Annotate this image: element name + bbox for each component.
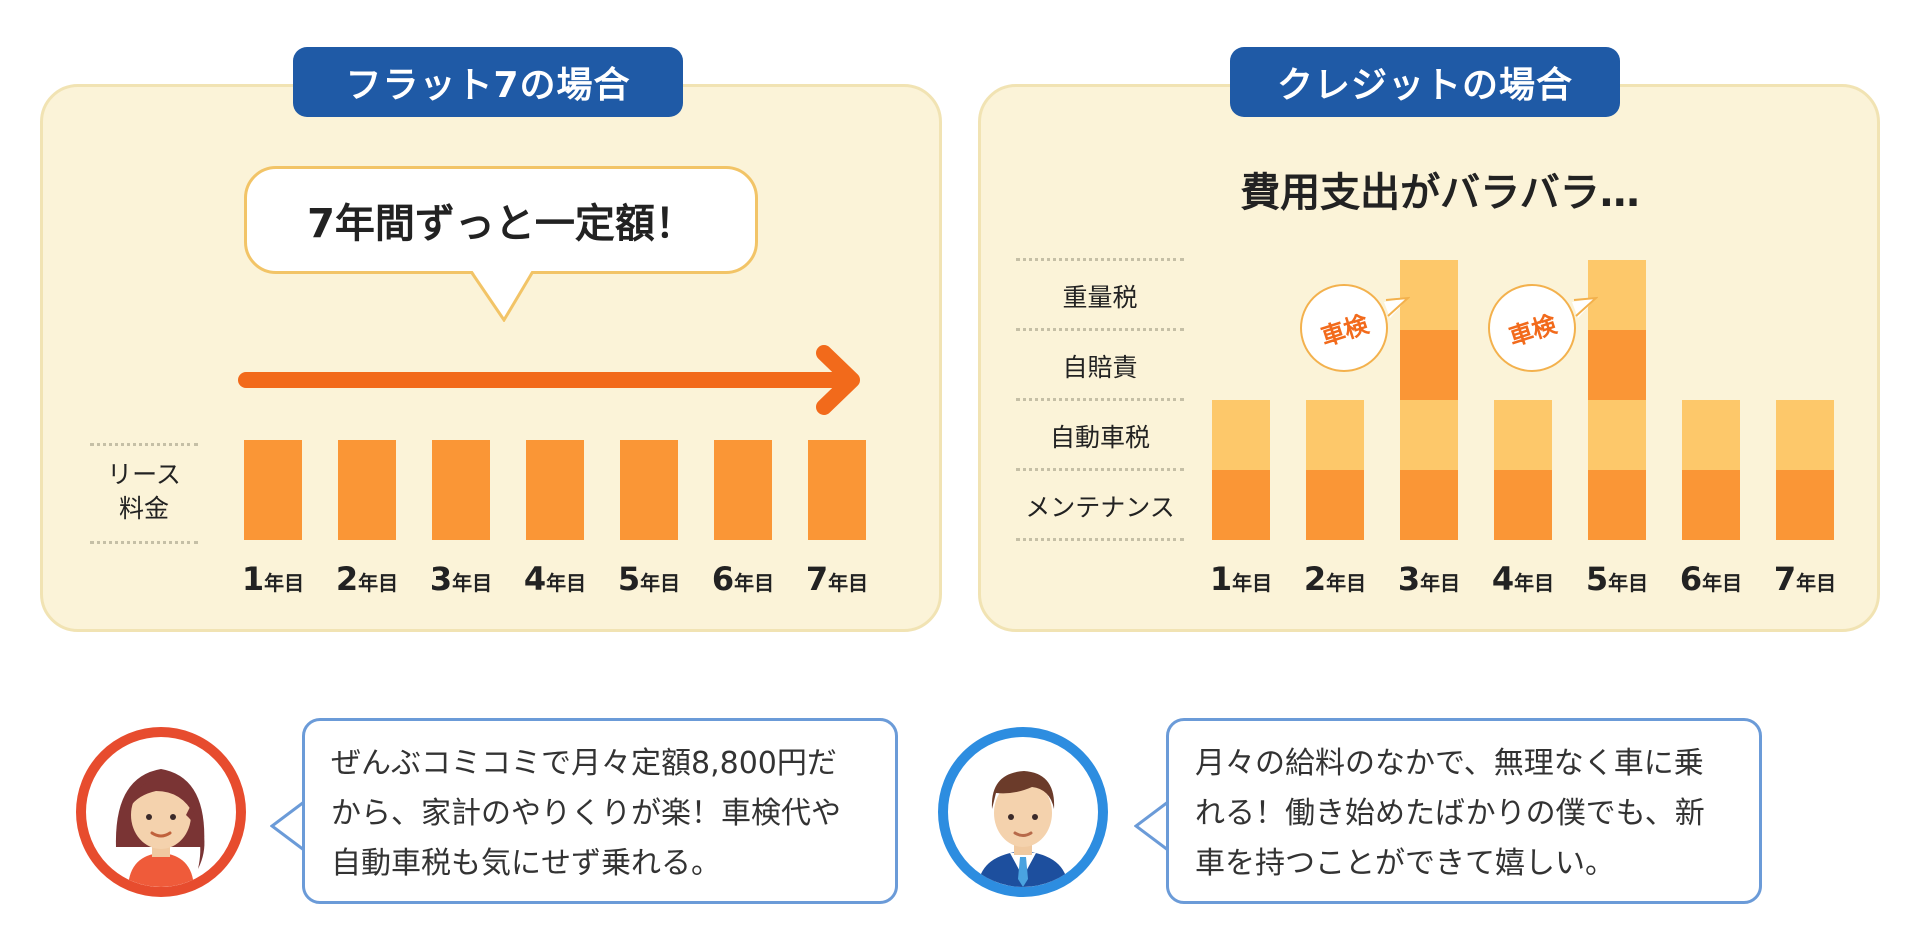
divider-line xyxy=(1016,398,1184,401)
divider-line xyxy=(90,541,198,544)
man-avatar xyxy=(938,727,1108,897)
year-number: 6 xyxy=(711,560,735,598)
woman-speech-tail xyxy=(270,800,306,852)
cost-bar-segment xyxy=(1494,400,1552,470)
man-speech-tail xyxy=(1134,800,1170,852)
year-unit: 年目 xyxy=(1608,571,1649,595)
cost-bar-segment xyxy=(1776,400,1834,470)
year-number: 3 xyxy=(429,560,453,598)
cost-bar-segment xyxy=(1776,470,1834,540)
lease-bar xyxy=(338,440,396,540)
cost-category-label: 自動車税 xyxy=(1049,423,1150,452)
divider-line xyxy=(1016,258,1184,261)
credit-title: クレジットの場合 xyxy=(1230,47,1620,117)
man-comment: 月々の給料のなかで、無理なく車に乗 れる！働き始めたばかりの僕でも、新 車を持つ… xyxy=(1166,718,1762,904)
man-face-icon xyxy=(978,771,1068,887)
year-number: 3 xyxy=(1397,560,1421,598)
year-tick-label: 3年目 xyxy=(1384,560,1474,598)
lease-bar xyxy=(526,440,584,540)
cost-category-label: 自賠責 xyxy=(1062,353,1138,382)
year-tick-label: 6年目 xyxy=(698,560,788,598)
badge-tail xyxy=(1384,296,1410,318)
divider-line xyxy=(1016,538,1184,541)
cost-bar-segment xyxy=(1588,330,1646,400)
cost-bar-segment xyxy=(1400,470,1458,540)
lease-bar xyxy=(808,440,866,540)
year-unit: 年目 xyxy=(358,571,399,595)
cost-bar-segment xyxy=(1212,470,1270,540)
year-tick-label: 6年目 xyxy=(1666,560,1756,598)
cost-bar-segment xyxy=(1212,400,1270,470)
year-tick-label: 2年目 xyxy=(1290,560,1380,598)
year-tick-label: 1年目 xyxy=(1196,560,1286,598)
divider-line xyxy=(90,443,198,446)
year-number: 2 xyxy=(335,560,359,598)
year-tick-label: 3年目 xyxy=(416,560,506,598)
year-number: 4 xyxy=(1491,560,1515,598)
year-number: 1 xyxy=(1209,560,1233,598)
cost-bar-segment xyxy=(1588,470,1646,540)
credit-heading: 費用支出がバラバラ… xyxy=(1240,170,1640,216)
year-unit: 年目 xyxy=(1702,571,1743,595)
woman-avatar xyxy=(76,727,246,897)
year-number: 6 xyxy=(1679,560,1703,598)
divider-line xyxy=(1016,328,1184,331)
year-unit: 年目 xyxy=(1514,571,1555,595)
year-unit: 年目 xyxy=(640,571,681,595)
year-unit: 年目 xyxy=(828,571,869,595)
year-tick-label: 2年目 xyxy=(322,560,412,598)
flat7-title: フラット7の場合 xyxy=(293,47,683,117)
year-number: 7 xyxy=(805,560,829,598)
year-number: 4 xyxy=(523,560,547,598)
year-tick-label: 5年目 xyxy=(604,560,694,598)
inspection-badge: 車検 xyxy=(1488,284,1576,372)
year-unit: 年目 xyxy=(1796,571,1837,595)
year-unit: 年目 xyxy=(546,571,587,595)
year-tick-label: 4年目 xyxy=(1478,560,1568,598)
cost-bar-segment xyxy=(1588,260,1646,330)
cost-bar-segment xyxy=(1400,260,1458,330)
year-number: 1 xyxy=(241,560,265,598)
year-unit: 年目 xyxy=(734,571,775,595)
cost-category-label: 重量税 xyxy=(1062,283,1138,312)
year-unit: 年目 xyxy=(452,571,493,595)
cost-bar-segment xyxy=(1306,470,1364,540)
lease-bar xyxy=(714,440,772,540)
constant-amount-bubble: 7年間ずっと一定額！ xyxy=(244,166,758,274)
year-tick-label: 5年目 xyxy=(1572,560,1662,598)
badge-tail xyxy=(1572,296,1598,318)
bubble-tail xyxy=(470,270,534,322)
year-tick-label: 7年目 xyxy=(792,560,882,598)
inspection-label: 車検 xyxy=(1317,309,1372,352)
cost-bar-segment xyxy=(1400,330,1458,400)
year-number: 5 xyxy=(1585,560,1609,598)
year-unit: 年目 xyxy=(1326,571,1367,595)
lease-bar xyxy=(244,440,302,540)
cost-bar-segment xyxy=(1400,400,1458,470)
lease-bar xyxy=(620,440,678,540)
year-number: 2 xyxy=(1303,560,1327,598)
cost-bar-segment xyxy=(1588,400,1646,470)
inspection-badge: 車検 xyxy=(1300,284,1388,372)
year-tick-label: 7年目 xyxy=(1760,560,1850,598)
year-unit: 年目 xyxy=(264,571,305,595)
inspection-label: 車検 xyxy=(1505,309,1560,352)
year-unit: 年目 xyxy=(1232,571,1273,595)
year-tick-label: 1年目 xyxy=(228,560,318,598)
lease-bar xyxy=(432,440,490,540)
cost-bar-segment xyxy=(1306,400,1364,470)
cost-bar-segment xyxy=(1682,470,1740,540)
timeline-arrow-icon xyxy=(238,345,860,415)
year-unit: 年目 xyxy=(1420,571,1461,595)
cost-bar-segment xyxy=(1494,470,1552,540)
cost-category-label: メンテナンス xyxy=(1025,493,1175,522)
year-tick-label: 4年目 xyxy=(510,560,600,598)
year-number: 7 xyxy=(1773,560,1797,598)
woman-face-icon xyxy=(115,769,205,887)
divider-line xyxy=(1016,468,1184,471)
lease-fee-label: リース 料金 xyxy=(107,460,181,523)
year-number: 5 xyxy=(617,560,641,598)
cost-bar-segment xyxy=(1682,400,1740,470)
woman-comment: ぜんぶコミコミで月々定額8,800円だ から、家計のやりくりが楽！車検代や 自動… xyxy=(302,718,898,904)
